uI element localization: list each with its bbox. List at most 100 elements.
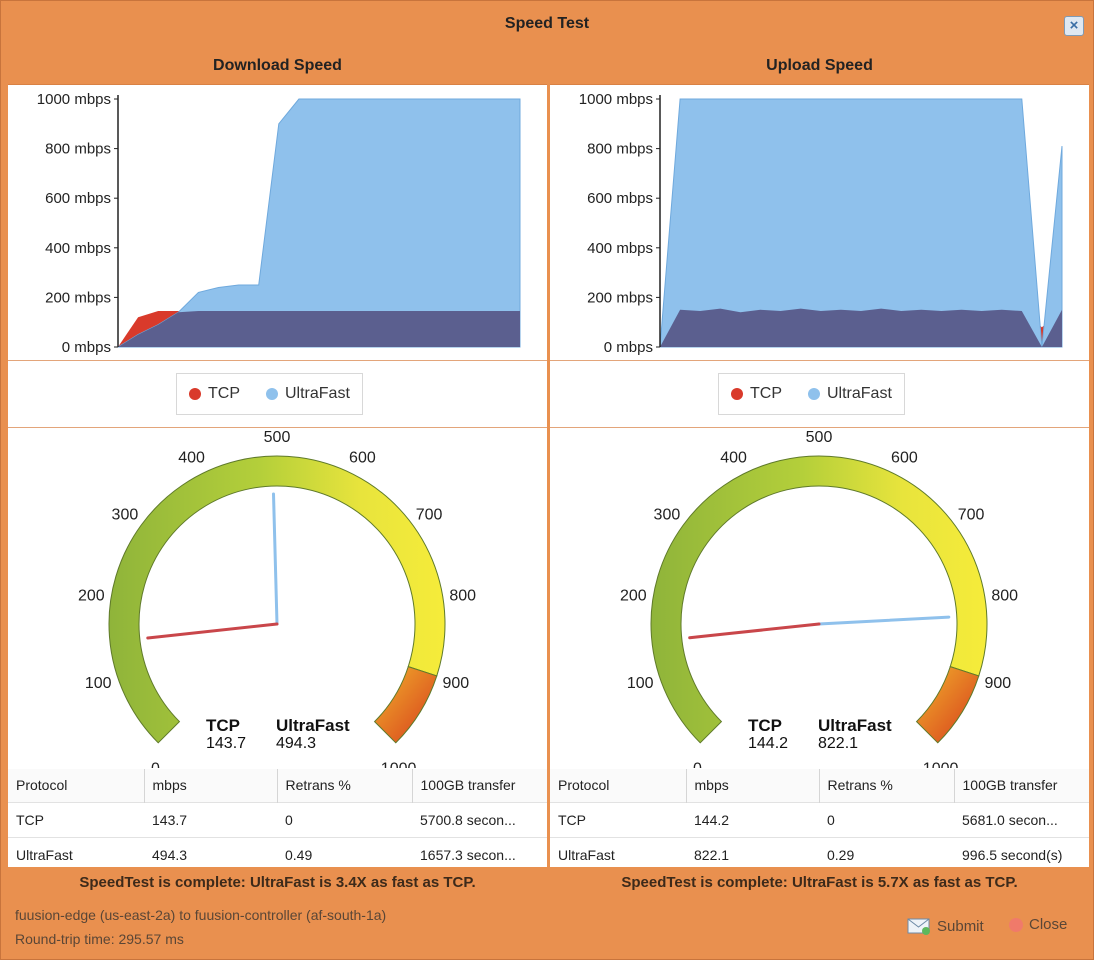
window-title: Speed Test bbox=[504, 15, 590, 32]
y-tick-label: 1000 mbps bbox=[579, 91, 653, 108]
upload-legend: TCP UltraFast bbox=[718, 373, 905, 415]
cell-mbps: 143.7 bbox=[144, 801, 277, 837]
col-mbps[interactable]: mbps bbox=[144, 769, 278, 802]
cell-protocol: UltraFast bbox=[550, 836, 686, 872]
gauge-tick-label: 1000 bbox=[923, 761, 959, 768]
close-icon[interactable]: × bbox=[1064, 16, 1084, 36]
download-legend: TCP UltraFast bbox=[176, 373, 363, 415]
tcp-dot-icon bbox=[731, 388, 743, 400]
cell-protocol: UltraFast bbox=[8, 836, 144, 872]
upload-ultrafast-readout: UltraFast 822.1 bbox=[818, 717, 892, 753]
gauge-tick-label: 0 bbox=[151, 761, 160, 768]
series-area-overlap bbox=[660, 308, 1062, 347]
envelope-icon bbox=[907, 918, 930, 935]
legend-label-ultrafast: UltraFast bbox=[285, 385, 350, 402]
download-panel: Download Speed 1000 mbps 800 mbps 600 mbps… bbox=[8, 47, 547, 899]
y-tick-label: 200 mbps bbox=[587, 289, 653, 306]
gauge-tick-label: 500 bbox=[806, 429, 833, 446]
gauge-band-main bbox=[650, 455, 988, 744]
gauge-tick-label: 900 bbox=[984, 675, 1011, 692]
upload-gauge: 0 100 200 300 400 500 600 700 800 900 1000 TCP 144… bbox=[550, 428, 1089, 778]
download-stats-table: Protocol mbps Retrans % 100GB transfer T… bbox=[8, 769, 547, 872]
download-tcp-readout: TCP 143.7 bbox=[206, 717, 246, 753]
col-retrans[interactable]: Retrans % bbox=[277, 769, 413, 802]
cell-protocol: TCP bbox=[8, 801, 144, 837]
cell-transfer: 5681.0 secon... bbox=[954, 801, 1089, 837]
y-tick-label: 600 mbps bbox=[45, 190, 111, 207]
gauge-tick-label: 600 bbox=[891, 450, 918, 467]
download-chart-svg: 1000 mbps 800 mbps 600 mbps 400 mbps 200 mbp… bbox=[37, 91, 521, 356]
upload-legend-strip: TCP UltraFast bbox=[550, 360, 1089, 428]
col-transfer[interactable]: 100GB transfer bbox=[954, 769, 1089, 802]
upload-chart-svg: 1000 mbps 800 mbps 600 mbps 400 mbps 200 mbp… bbox=[579, 91, 1063, 356]
cell-retrans: 0.49 bbox=[277, 836, 412, 872]
y-tick-label: 1000 mbps bbox=[37, 91, 111, 108]
download-legend-strip: TCP UltraFast bbox=[8, 360, 547, 428]
gauge-tick-label: 300 bbox=[112, 507, 139, 524]
gauge-tick-label: 600 bbox=[349, 450, 376, 467]
gauge-tick-label: 400 bbox=[720, 450, 747, 467]
gauge-tick-label: 100 bbox=[85, 675, 112, 692]
upload-gauge-svg: 0 100 200 300 400 500 600 700 800 900 1000 bbox=[620, 429, 1018, 778]
gauge-tick-label: 200 bbox=[78, 588, 105, 605]
download-gauge: 0 100 200 300 400 500 600 700 800 900 1000 TCP 143… bbox=[8, 428, 547, 778]
route-text: fuusion-edge (us-east-2a) to fuusion-con… bbox=[15, 907, 387, 923]
upload-stats-table: Protocol mbps Retrans % 100GB transfer T… bbox=[550, 769, 1089, 872]
download-chart: 1000 mbps 800 mbps 600 mbps 400 mbps 200 mbp… bbox=[8, 85, 547, 360]
readout-tcp-value: 143.7 bbox=[206, 735, 247, 752]
upload-chart: 1000 mbps 800 mbps 600 mbps 400 mbps 200 mbp… bbox=[550, 85, 1089, 360]
submit-label: Submit bbox=[937, 917, 984, 935]
col-transfer[interactable]: 100GB transfer bbox=[412, 769, 547, 802]
table-row: UltraFast 494.3 0.49 1657.3 secon... bbox=[8, 836, 547, 872]
tcp-dot-icon bbox=[189, 388, 201, 400]
cell-retrans: 0.29 bbox=[819, 836, 954, 872]
legend-item-tcp[interactable]: TCP bbox=[189, 385, 240, 403]
legend-label-tcp: TCP bbox=[208, 385, 240, 402]
col-protocol[interactable]: Protocol bbox=[8, 769, 145, 802]
gauge-band-red bbox=[915, 666, 980, 744]
y-tick-label: 200 mbps bbox=[45, 289, 111, 306]
cell-transfer: 1657.3 secon... bbox=[412, 836, 547, 872]
cell-retrans: 0 bbox=[819, 801, 954, 837]
close-button[interactable]: Close bbox=[1009, 916, 1067, 933]
series-area-overlap bbox=[118, 311, 520, 347]
table-header-row: Protocol mbps Retrans % 100GB transfer bbox=[550, 769, 1089, 802]
legend-item-ultrafast[interactable]: UltraFast bbox=[266, 385, 350, 403]
gauge-tick-label: 0 bbox=[693, 761, 702, 768]
y-tick-label: 800 mbps bbox=[587, 141, 653, 158]
cell-mbps: 822.1 bbox=[686, 836, 819, 872]
cell-protocol: TCP bbox=[550, 801, 686, 837]
gauge-tick-label: 300 bbox=[654, 507, 681, 524]
readout-tcp-label: TCP bbox=[206, 716, 240, 735]
needle-tcp bbox=[688, 622, 821, 640]
needle-ultrafast bbox=[817, 615, 951, 626]
legend-item-ultrafast[interactable]: UltraFast bbox=[808, 385, 892, 403]
ultrafast-dot-icon bbox=[808, 388, 820, 400]
cell-retrans: 0 bbox=[277, 801, 412, 837]
gauge-band-red bbox=[373, 666, 438, 744]
legend-item-tcp[interactable]: TCP bbox=[731, 385, 782, 403]
col-mbps[interactable]: mbps bbox=[686, 769, 820, 802]
close-label: Close bbox=[1029, 916, 1068, 933]
gauge-tick-label: 1000 bbox=[381, 761, 417, 768]
download-header: Download Speed bbox=[8, 47, 547, 85]
col-protocol[interactable]: Protocol bbox=[550, 769, 687, 802]
cell-transfer: 996.5 second(s) bbox=[954, 836, 1089, 872]
readout-ultrafast-label: UltraFast bbox=[276, 716, 350, 735]
table-header-row: Protocol mbps Retrans % 100GB transfer bbox=[8, 769, 547, 802]
submit-button[interactable]: Submit bbox=[907, 916, 984, 936]
legend-label-ultrafast: UltraFast bbox=[827, 385, 892, 402]
col-retrans[interactable]: Retrans % bbox=[819, 769, 955, 802]
needle-tcp bbox=[146, 622, 279, 640]
gauge-tick-label: 700 bbox=[416, 507, 443, 524]
y-tick-label: 600 mbps bbox=[587, 190, 653, 207]
upload-status: SpeedTest is complete: UltraFast is 5.7X… bbox=[550, 867, 1089, 899]
cell-mbps: 144.2 bbox=[686, 801, 819, 837]
readout-tcp-label: TCP bbox=[748, 716, 782, 735]
y-tick-label: 400 mbps bbox=[45, 240, 111, 257]
table-row: TCP 143.7 0 5700.8 secon... bbox=[8, 801, 547, 837]
upload-panel: Upload Speed 1000 mbps 800 mbps 600 mbps 40… bbox=[550, 47, 1089, 899]
gauge-tick-label: 700 bbox=[958, 507, 985, 524]
gauge-tick-label: 500 bbox=[264, 429, 291, 446]
